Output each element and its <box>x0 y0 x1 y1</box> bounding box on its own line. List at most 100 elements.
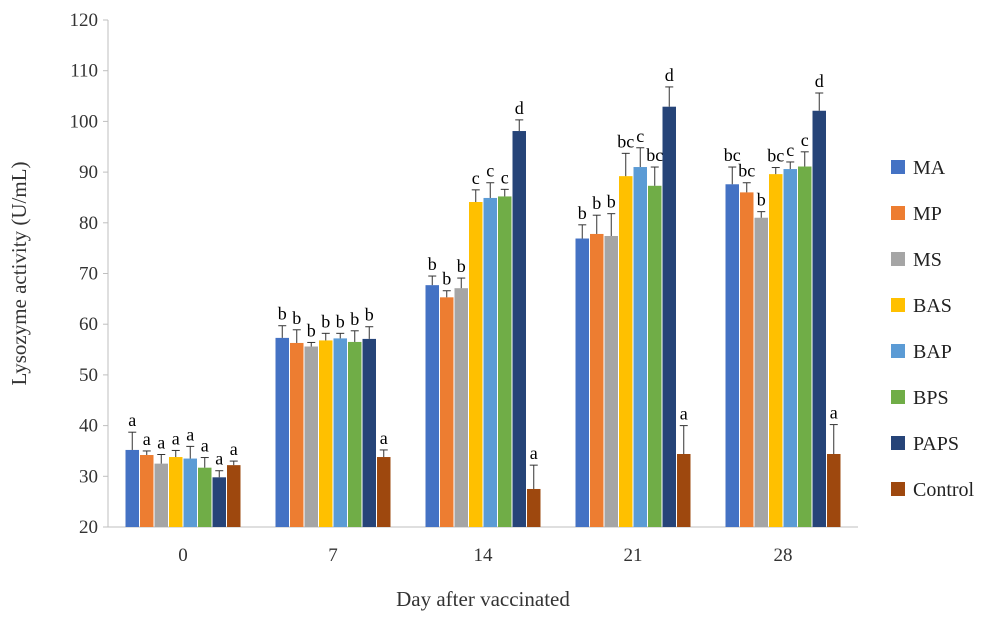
significance-label: b <box>278 304 287 324</box>
bar <box>812 110 826 528</box>
significance-label: c <box>486 161 494 181</box>
x-tick-label: 28 <box>774 545 793 566</box>
legend-swatch <box>891 160 905 174</box>
significance-label: b <box>292 308 301 328</box>
bar <box>348 341 362 527</box>
bar <box>827 453 841 527</box>
significance-label: a <box>186 424 194 444</box>
significance-label: d <box>815 71 824 91</box>
bar <box>633 167 647 527</box>
significance-label: b <box>350 309 359 329</box>
bar <box>677 453 691 527</box>
bar <box>440 297 454 527</box>
bar <box>498 196 512 527</box>
y-tick-label: 100 <box>70 111 99 132</box>
bar <box>740 192 754 527</box>
y-tick-label: 30 <box>79 466 98 487</box>
bar <box>662 106 676 528</box>
significance-label: b <box>757 190 766 210</box>
bar <box>275 337 289 527</box>
significance-label: b <box>457 256 466 276</box>
significance-label: a <box>201 436 209 456</box>
significance-label: a <box>230 439 238 459</box>
y-tick-label: 110 <box>70 61 98 82</box>
significance-label: bc <box>767 146 784 166</box>
significance-label: b <box>321 311 330 331</box>
legend-swatch <box>891 436 905 450</box>
significance-label: c <box>501 167 509 187</box>
significance-label: bc <box>617 131 634 151</box>
y-tick-label: 90 <box>79 162 98 183</box>
bar <box>304 346 318 527</box>
legend-label: Control <box>913 479 975 501</box>
bar <box>333 338 347 527</box>
bar <box>377 457 391 527</box>
bar <box>783 169 797 528</box>
significance-label: d <box>515 98 524 118</box>
bar <box>512 131 526 527</box>
bar <box>362 338 376 527</box>
legend-swatch <box>891 206 905 220</box>
bar <box>590 233 604 528</box>
significance-label: b <box>578 203 587 223</box>
legend-label: MA <box>913 157 946 179</box>
significance-label: c <box>786 140 794 160</box>
legend-swatch <box>891 344 905 358</box>
significance-label: c <box>636 126 644 146</box>
bar <box>169 457 183 527</box>
bar <box>319 340 333 527</box>
bar <box>798 166 812 527</box>
y-tick-label: 60 <box>79 314 98 335</box>
bar <box>648 185 662 527</box>
significance-label: b <box>607 192 616 212</box>
significance-label: b <box>365 305 374 325</box>
bar <box>619 176 633 527</box>
significance-label: d <box>665 65 674 85</box>
bar <box>483 197 497 527</box>
bar <box>604 235 618 527</box>
significance-label: bc <box>724 145 741 165</box>
significance-label: a <box>143 429 151 449</box>
bar <box>425 285 439 527</box>
significance-label: a <box>128 410 136 430</box>
bar <box>469 202 483 527</box>
significance-label: b <box>336 311 345 331</box>
bar <box>212 477 226 527</box>
significance-label: bc <box>646 145 663 165</box>
bar <box>454 288 468 527</box>
bar <box>125 449 139 527</box>
y-tick-label: 70 <box>79 264 98 285</box>
bar <box>769 174 783 528</box>
bar <box>183 458 197 527</box>
y-tick-label: 40 <box>79 416 98 437</box>
significance-label: a <box>172 428 180 448</box>
bar <box>754 217 768 528</box>
legend-swatch <box>891 252 905 266</box>
x-tick-label: 14 <box>474 545 494 566</box>
significance-label: b <box>442 269 451 289</box>
x-tick-label: 21 <box>624 545 643 566</box>
bar <box>575 238 589 527</box>
bar <box>154 463 168 527</box>
legend-label: PAPS <box>913 433 959 455</box>
significance-label: a <box>215 449 223 469</box>
significance-label: b <box>428 254 437 274</box>
x-tick-label: 7 <box>328 545 338 566</box>
y-tick-label: 50 <box>79 365 98 386</box>
significance-label: c <box>472 168 480 188</box>
legend: MA MP MS BAS BAP BPS PAPS Control <box>891 157 975 501</box>
significance-label: b <box>592 193 601 213</box>
significance-label: a <box>830 403 838 423</box>
bar <box>725 184 739 527</box>
legend-label: MS <box>913 249 942 271</box>
x-tick-label: 0 <box>178 545 188 566</box>
legend-label: BAS <box>913 295 952 317</box>
legend-label: MP <box>913 203 942 225</box>
legend-label: BAP <box>913 341 952 363</box>
legend-swatch <box>891 390 905 404</box>
x-axis-title: Day after vaccinated <box>396 587 570 611</box>
significance-label: a <box>380 428 388 448</box>
legend-swatch <box>891 298 905 312</box>
